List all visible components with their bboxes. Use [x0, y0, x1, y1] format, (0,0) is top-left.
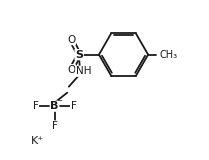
- Text: S: S: [75, 50, 83, 60]
- Text: O: O: [67, 65, 75, 75]
- Text: O: O: [67, 35, 75, 44]
- Text: F: F: [33, 101, 38, 111]
- Text: NH: NH: [76, 66, 91, 76]
- Text: F: F: [52, 121, 57, 131]
- Text: CH₃: CH₃: [159, 50, 177, 60]
- Text: −: −: [56, 98, 62, 104]
- Text: F: F: [71, 101, 76, 111]
- Text: B: B: [50, 101, 59, 111]
- Text: K⁺: K⁺: [31, 136, 45, 146]
